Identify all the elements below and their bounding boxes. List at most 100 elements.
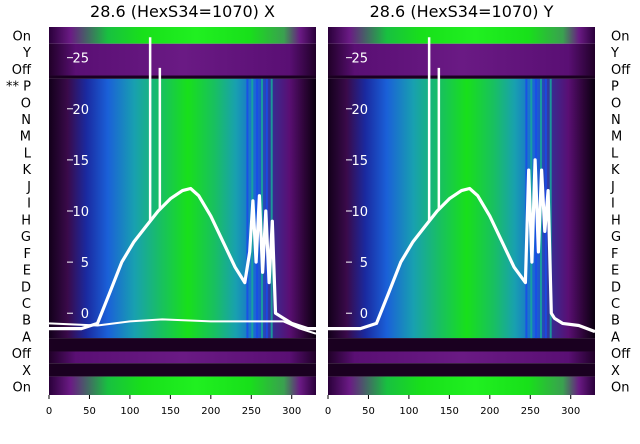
- y-tick-label: 5: [81, 256, 89, 271]
- y-tick-label: 5: [360, 256, 368, 271]
- chart-title: 28.6 (HexS34=1070) X: [90, 2, 275, 21]
- heatmap-band: [49, 43, 316, 76]
- x-tick-label: 250: [521, 406, 540, 417]
- row-label-left: Y: [22, 46, 31, 61]
- row-label-right: O: [611, 96, 621, 111]
- heatmap-streak: [256, 78, 259, 339]
- heatmap-streak: [265, 78, 268, 339]
- heatmap-background: [49, 27, 316, 395]
- row-label-left: Off: [12, 347, 32, 362]
- heatmap-band: [49, 27, 316, 44]
- row-label-left: F: [24, 247, 31, 262]
- heatmap-band: [328, 338, 595, 352]
- series-line: [49, 186, 316, 331]
- row-label-left: E: [23, 264, 31, 279]
- row-label-left: B: [22, 314, 31, 329]
- row-label-right: X: [611, 364, 620, 379]
- row-label-left: L: [24, 146, 32, 161]
- row-label-right: M: [611, 130, 622, 145]
- row-label-right: J: [610, 180, 615, 195]
- heatmap-band: [49, 363, 316, 377]
- y-tick-label: 10: [351, 205, 368, 220]
- row-label-left: Off: [12, 63, 32, 78]
- series-line: [49, 318, 316, 335]
- heatmap-band: [328, 376, 595, 395]
- row-label-left: I: [27, 197, 31, 212]
- row-label-right: On: [611, 381, 629, 396]
- row-label-left: J: [26, 180, 31, 195]
- row-label-left: On: [13, 29, 31, 44]
- heatmap-band: [49, 351, 316, 364]
- row-label-right: Y: [610, 46, 619, 61]
- y-tick-label: 15: [351, 154, 368, 169]
- row-label-left: On: [13, 381, 31, 396]
- row-label-right: Off: [611, 347, 631, 362]
- row-label-left: C: [22, 297, 31, 312]
- x-tick-label: 150: [161, 406, 180, 417]
- x-tick-label: 100: [120, 406, 139, 417]
- row-label-right: On: [611, 29, 629, 44]
- row-label-left: A: [22, 330, 31, 345]
- x-tick-label: 250: [242, 406, 261, 417]
- row-label-right: K: [611, 163, 620, 178]
- heatmap-band: [49, 338, 316, 352]
- heatmap-band: [49, 376, 316, 395]
- heatmap-band: [328, 27, 595, 44]
- y-tick-label: 25: [351, 52, 368, 67]
- chart-title: 28.6 (HexS34=1070) Y: [370, 2, 554, 21]
- row-label-right: E: [611, 264, 619, 279]
- x-tick-label: 50: [362, 406, 375, 417]
- heatmap-band: [49, 75, 316, 79]
- heatmap-streak: [270, 78, 273, 339]
- row-label-right: G: [611, 230, 621, 245]
- y-tick-label: 25: [72, 52, 89, 67]
- heatmap-band: [328, 75, 595, 79]
- x-tick-label: 200: [480, 406, 499, 417]
- heatmap-streak: [260, 78, 263, 339]
- y-tick-label: 10: [72, 205, 89, 220]
- row-label-right: D: [611, 280, 621, 295]
- heatmap-band: [328, 78, 595, 339]
- x-tick-label: 150: [440, 406, 459, 417]
- heatmap-streak: [246, 78, 249, 339]
- x-tick-label: 0: [46, 406, 52, 417]
- x-tick-label: 300: [561, 406, 580, 417]
- y-tick-label: 15: [72, 154, 89, 169]
- heatmap-background: [328, 27, 595, 395]
- heatmap-streak: [549, 78, 552, 339]
- row-label-right: H: [611, 213, 621, 228]
- y-tick-label: 0: [360, 307, 368, 322]
- row-label-right: N: [611, 113, 621, 128]
- x-tick-label: 200: [201, 406, 220, 417]
- row-label-left: M: [20, 130, 31, 145]
- row-label-right: P: [611, 80, 619, 95]
- x-tick-label: 50: [83, 406, 96, 417]
- row-label-left: ** P: [6, 80, 31, 95]
- row-label-left: D: [21, 280, 31, 295]
- heatmap-band: [328, 351, 595, 364]
- row-label-left: N: [21, 113, 31, 128]
- row-label-right: L: [611, 146, 619, 161]
- row-label-left: K: [22, 163, 31, 178]
- x-tick-label: 0: [325, 406, 331, 417]
- heatmap-band: [328, 363, 595, 377]
- row-label-left: G: [21, 230, 31, 245]
- y-tick-label: 20: [351, 103, 368, 118]
- row-label-right: I: [611, 197, 615, 212]
- heatmap-band: [328, 43, 595, 76]
- row-label-right: F: [611, 247, 618, 262]
- y-tick-label: 0: [81, 307, 89, 322]
- row-label-right: A: [611, 330, 620, 345]
- x-tick-label: 100: [399, 406, 418, 417]
- row-label-right: Off: [611, 63, 631, 78]
- row-label-left: O: [21, 96, 31, 111]
- row-label-right: C: [611, 297, 620, 312]
- y-tick-label: 20: [72, 103, 89, 118]
